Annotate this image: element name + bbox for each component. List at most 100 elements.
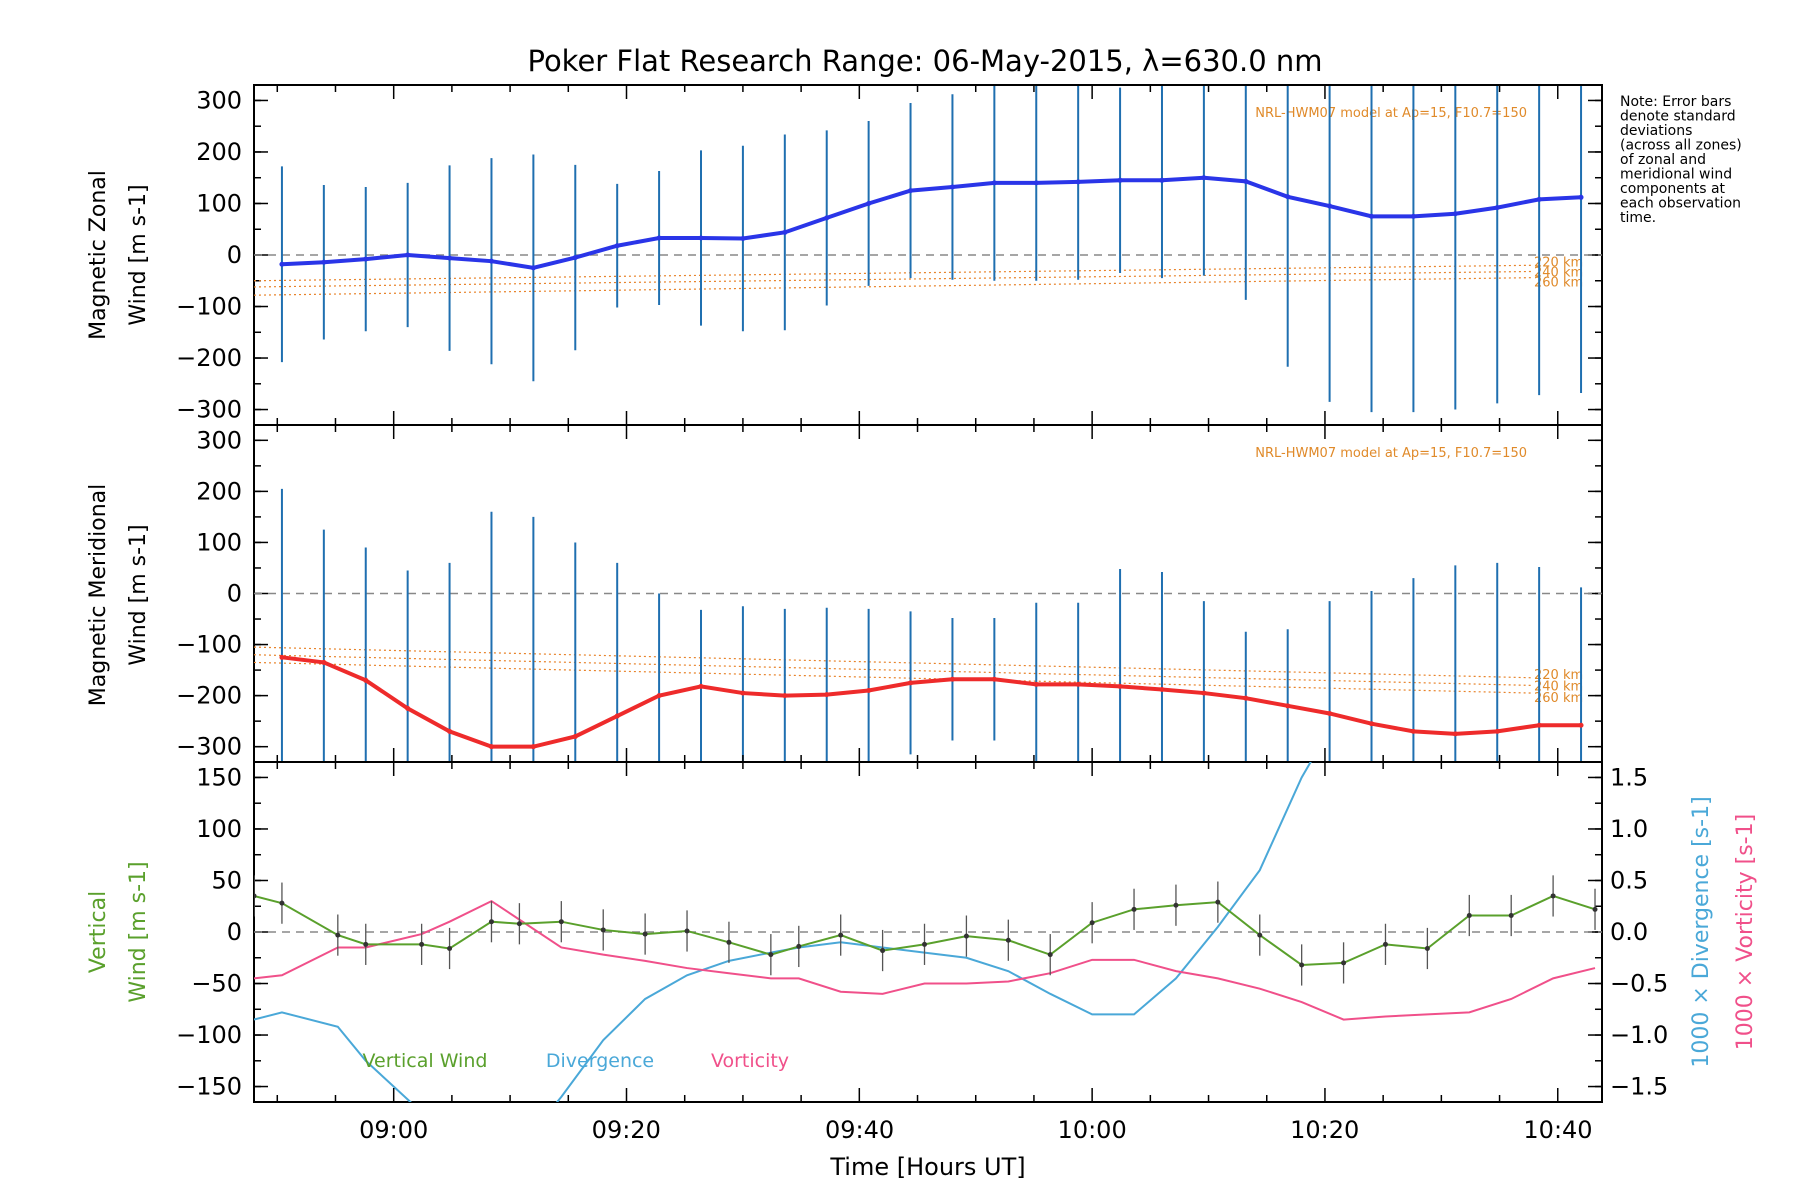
y2-tick-label: −1.5	[1610, 1073, 1668, 1101]
model-altitude-label: 240 km	[1534, 679, 1583, 694]
model-line	[253, 270, 1533, 288]
vertical-wind-point	[642, 931, 648, 937]
zonal-ylabel-line1: Magnetic Zonal	[86, 170, 111, 340]
x-axis-label: Time [Hours UT]	[829, 1153, 1025, 1181]
y-tick-label: 100	[196, 528, 242, 556]
meridional-wind-point	[279, 654, 285, 660]
zonal-wind-point	[698, 235, 704, 241]
zonal-wind-point	[1410, 213, 1416, 219]
zonal-wind-point	[363, 256, 369, 262]
y2-tick-label: 1.0	[1610, 815, 1648, 843]
vertical-wind-point	[1299, 962, 1305, 968]
zonal-wind-point	[782, 229, 788, 235]
meridional-wind-point	[1243, 695, 1249, 701]
vertical-wind-point	[1215, 899, 1221, 905]
meridional-wind-point	[1578, 722, 1584, 728]
vorticity-y2label: 1000 × Vorticity [s-1]	[1733, 814, 1758, 1050]
model-altitude-label: 260 km	[1534, 276, 1583, 291]
vertical-wind-point	[1173, 902, 1179, 908]
zonal-wind-point	[279, 261, 285, 267]
y2-tick-label: −1.0	[1610, 1021, 1668, 1049]
zonal-wind-point	[614, 243, 620, 249]
meridional-wind-point	[572, 733, 578, 739]
zonal-wind-point	[991, 180, 997, 186]
zonal-wind-point	[949, 184, 955, 190]
x-tick-label: 10:40	[1523, 1116, 1592, 1144]
zonal-wind-point	[1159, 177, 1165, 183]
meridional-wind-point	[866, 688, 872, 694]
vertical-wind-point	[963, 933, 969, 939]
divergence-line	[254, 762, 1312, 1102]
meridional-wind-point	[614, 713, 620, 719]
y-tick-label: 100	[196, 815, 242, 843]
zonal-wind-point	[1117, 177, 1123, 183]
model-line	[253, 277, 1533, 296]
vertical-wind-point	[796, 943, 802, 949]
y-tick-label: −100	[176, 1021, 242, 1049]
vertical-wind-point	[488, 919, 494, 925]
vertical-panel: 150 100 50 0 −50 −100 −150 1.5 1.0 0.5 0.0 −0.5 −1.0…	[176, 762, 1668, 1102]
note-line: (across all zones)	[1620, 138, 1742, 154]
zonal-wind-point	[824, 215, 830, 221]
vorticity-y2label-group: 1000 × Vorticity [s-1]	[1733, 814, 1758, 1050]
vertical-wind-point	[922, 941, 928, 947]
model-altitude-label: 240 km	[1534, 265, 1583, 280]
meridional-wind-line	[281, 655, 1582, 749]
vertical-wind-point	[1341, 960, 1347, 966]
meridional-wind-point	[949, 676, 955, 682]
x-tick-label: 09:40	[825, 1116, 894, 1144]
meridional-wind-point	[1494, 728, 1500, 734]
vertical-wind-point	[1382, 941, 1388, 947]
meridional-ylabel-line2: Wind [m s-1]	[126, 524, 151, 665]
meridional-wind-point	[405, 705, 411, 711]
vertical-wind-point	[558, 919, 564, 925]
vertical-wind-point	[1508, 913, 1514, 919]
zonal-wind-point	[740, 236, 746, 242]
zonal-wind-point	[447, 255, 453, 261]
meridional-wind-point	[656, 693, 662, 699]
model-altitude-label: 220 km	[1534, 255, 1583, 270]
x-axis: 09:00 09:20 09:40 10:00 10:20 10:40	[276, 85, 1593, 1144]
zonal-wind-line	[281, 175, 1582, 270]
meridional-wind-point	[530, 744, 536, 750]
meridional-ylabel-line1: Magnetic Meridional	[86, 484, 111, 706]
vertical-wind-point	[447, 945, 453, 951]
meridional-wind-point	[488, 744, 494, 750]
vertical-wind-point	[600, 927, 606, 933]
x-tick-label: 10:00	[1058, 1116, 1127, 1144]
meridional-ylabel-group: Magnetic Meridional Wind [m s-1]	[86, 484, 151, 706]
legend-entry: Divergence	[546, 1050, 654, 1072]
y-tick-label: −100	[176, 631, 242, 659]
y-tick-label: 0	[227, 918, 242, 946]
y-tick-label: 200	[196, 477, 242, 505]
zonal-wind-point	[1452, 211, 1458, 217]
y2-tick-label: 1.5	[1610, 763, 1648, 791]
meridional-wind-point	[447, 728, 453, 734]
model-line	[253, 661, 1533, 694]
zonal-wind-point	[1369, 213, 1375, 219]
y-tick-label: −100	[176, 293, 242, 321]
zonal-wind-point	[1578, 194, 1584, 200]
vertical-wind-point	[516, 921, 522, 927]
note-line: components at	[1620, 181, 1726, 197]
y-tick-label: −200	[176, 344, 242, 372]
vertical-clipped-lines	[254, 762, 1598, 1102]
zonal-wind-point	[656, 235, 662, 241]
model-altitude-label: 260 km	[1534, 691, 1583, 706]
zonal-wind-point	[866, 200, 872, 206]
vertical-wind-point	[1047, 952, 1053, 958]
x-tick-label: 10:20	[1290, 1116, 1359, 1144]
meridional-wind-point	[1410, 728, 1416, 734]
x-tick-label: 09:20	[592, 1116, 661, 1144]
vertical-wind-point	[684, 928, 690, 934]
vertical-ylabel-group: Vertical Wind [m s-1]	[86, 861, 151, 1002]
y2-tick-label: 0.0	[1610, 918, 1648, 946]
legend-entry: Vorticity	[711, 1050, 789, 1072]
meridional-wind-point	[698, 683, 704, 689]
meridional-wind-point	[991, 676, 997, 682]
divergence-y2label-group: 1000 × Divergence [s-1]	[1689, 796, 1714, 1067]
vertical-wind-point	[254, 893, 257, 899]
